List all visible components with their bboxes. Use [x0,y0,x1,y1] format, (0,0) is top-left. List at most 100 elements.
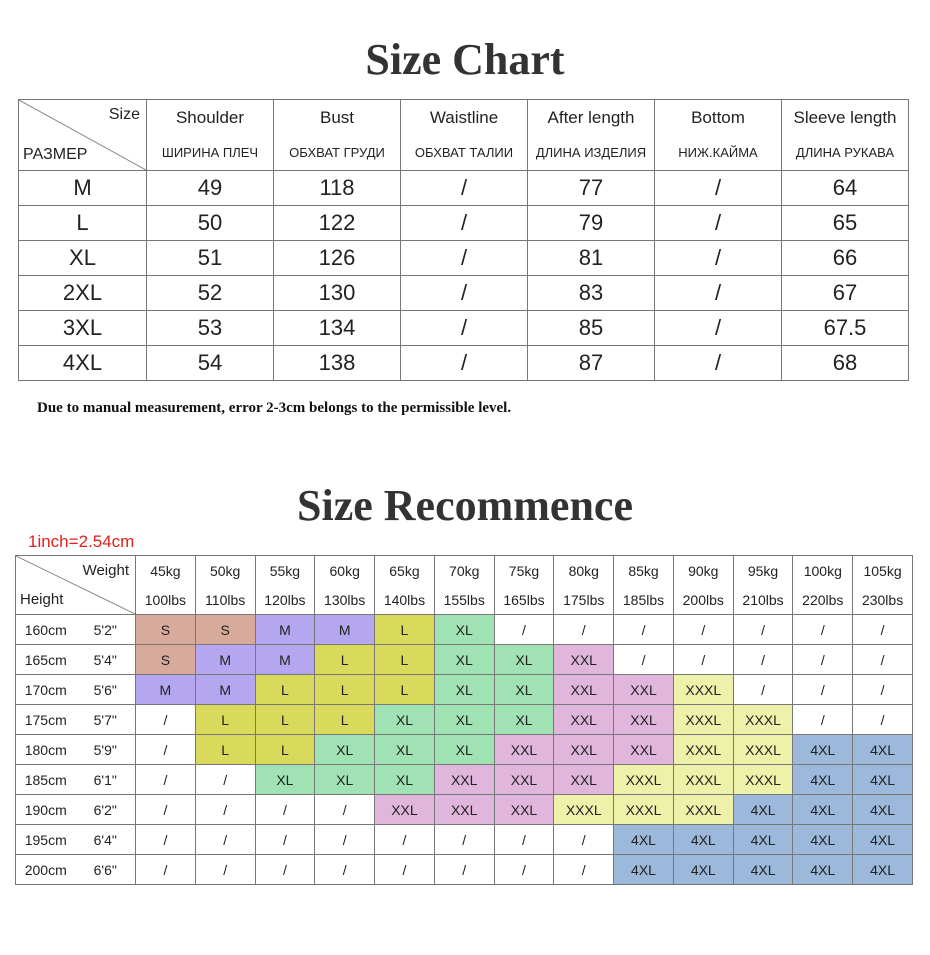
cell: 3XL [18,310,147,346]
header-row: Size РАЗМЕР Shoulder Bust Waistline After len… [18,99,909,171]
cell: 85 [527,310,655,346]
size-cell: / [613,644,674,675]
size-cell: / [254,794,316,825]
weight-kg: 90kg [672,555,734,585]
size-cell: / [135,704,196,735]
weight-kg: 60kg [314,555,376,585]
cell: 79 [527,205,655,241]
size-cell: / [135,764,196,795]
cell: 65 [781,205,909,241]
column-header-ru: ДЛИНА РУКАВА [781,135,909,171]
weight-kg: 70kg [433,555,495,585]
height-row: 200cm 6'6" / / / / / / //4XL 4XL 4XL 4XL 4XL [15,854,913,885]
column-header: After length [527,99,655,135]
height-cm: 195cm [15,824,76,855]
cell: 122 [273,205,401,241]
cell: 50 [146,205,274,241]
size-cell: L [374,674,435,705]
height-row: 185cm 6'1" / / XL XL XL XXL XXL XXL XXXL XXXL XXXL 4X… [15,764,913,795]
size-cell: 4XL [792,734,854,765]
weight-kg: 100kg [792,555,854,585]
size-cell: / [194,794,256,825]
weight-kg: 75kg [493,555,555,585]
cell: 138 [273,345,401,381]
size-cell: XXXL [672,794,734,825]
size-cell: 4XL [852,824,913,855]
cell: 67 [781,275,909,311]
size-cell: S [135,614,196,645]
cell: L [18,205,147,241]
size-cell: 4XL [792,824,854,855]
note: Due to manual measurement, error 2-3cm b… [37,400,512,416]
corner-bottom: Height [20,591,64,608]
height-ft: 6'6" [75,854,136,885]
size-cell: L [254,734,316,765]
weight-kg: 55kg [254,555,316,585]
size-cell: XL [433,644,495,675]
size-cell: M [254,644,316,675]
size-cell: / [493,824,555,855]
height-cm: 170cm [15,674,76,705]
size-cell: 4XL [792,764,854,795]
size-cell: XXXL [553,794,615,825]
size-cell: XXL [433,794,495,825]
size-cell: / [613,614,674,645]
height-cm: 160cm [15,614,76,645]
size-cell: 4XL [852,734,913,765]
size-cell: / [672,644,734,675]
weight-lbs: 185lbs [613,585,674,615]
size-cell: / [254,824,316,855]
size-cell: XXL [553,644,615,675]
size-cell: L [314,704,376,735]
column-header-ru: ОБХВАТ ТАЛИИ [400,135,528,171]
size-cell: 4XL [672,824,734,855]
size-cell: XL [254,764,316,795]
size-cell: L [254,674,316,705]
corner-diagonal [16,556,135,614]
size-row: 4XL 54 138/87/68 [18,345,909,381]
size-cell: M [194,674,256,705]
header-row: Weight Height 45kg 50kg 55kg 60kg 65kg 70kg 75kg… [15,555,913,615]
size-cell: 4XL [852,854,913,885]
size-cell: XXL [613,674,674,705]
weight-lbs: 200lbs [672,585,734,615]
weight-kg: 45kg [135,555,196,585]
size-cell: 4XL [792,854,854,885]
size-cell: / [254,854,316,885]
size-cell: XL [374,704,435,735]
column-header-ru: ДЛИНА ИЗДЕЛИЯ [527,135,655,171]
size-cell: / [135,734,196,765]
size-cell: / [852,674,913,705]
weight-kg: 105kg [852,555,913,585]
cell: 68 [781,345,909,381]
size-cell: / [553,854,615,885]
cell: 83 [527,275,655,311]
size-cell: / [135,824,196,855]
cell: 52 [146,275,274,311]
size-cell: M [135,674,196,705]
size-cell: XXL [553,674,615,705]
size-cell: / [194,824,256,855]
weight-lbs: 175lbs [553,585,615,615]
size-cell: / [792,644,854,675]
cell: 126 [273,240,401,276]
size-cell: XXL [553,764,615,795]
height-cm: 175cm [15,704,76,735]
size-cell: / [135,854,196,885]
size-cell: / [433,854,495,885]
size-cell: XL [493,674,555,705]
cell: / [400,310,528,346]
size-cell: / [314,824,376,855]
size-cell: XL [314,734,376,765]
height-ft: 6'1" [75,764,136,795]
size-cell: / [135,794,196,825]
size-cell: 4XL [732,794,794,825]
cell: 67.5 [781,310,909,346]
size-cell: L [194,704,256,735]
size-cell: XXXL [672,734,734,765]
cell: 130 [273,275,401,311]
size-cell: M [254,614,316,645]
column-header-ru: ШИРИНА ПЛЕЧ [146,135,274,171]
unit-note: 1inch=2.54cm [28,532,135,551]
